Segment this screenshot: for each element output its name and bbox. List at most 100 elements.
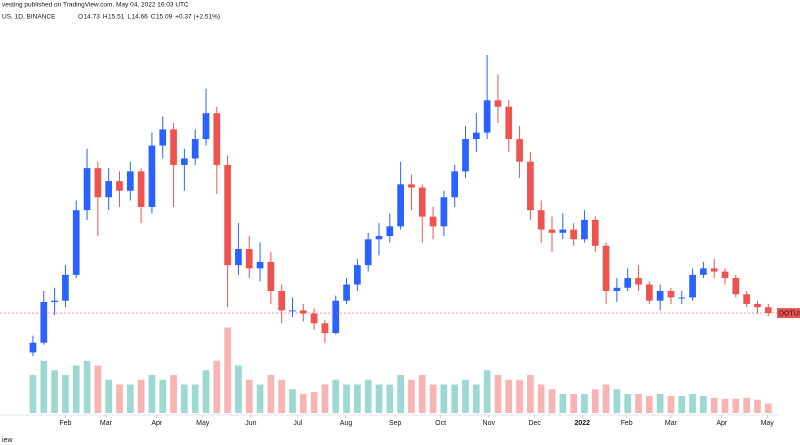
volume-bar xyxy=(418,375,426,413)
candle-body xyxy=(624,278,632,288)
x-tick-label: Feb xyxy=(59,420,71,427)
volume-bar xyxy=(440,384,448,413)
volume-bar xyxy=(126,384,134,413)
x-tick-label: Jul xyxy=(293,420,302,427)
volume-bar xyxy=(213,360,221,413)
volume-bar xyxy=(667,395,675,413)
volume-bar xyxy=(678,395,686,413)
candle-body xyxy=(689,274,696,298)
candle-body xyxy=(94,168,102,198)
volume-bar xyxy=(429,384,437,413)
candle-body xyxy=(483,100,491,133)
candle-body xyxy=(451,171,459,198)
x-tick-label: Jun xyxy=(245,420,256,427)
candle-body xyxy=(354,265,361,285)
candle-body xyxy=(656,290,664,301)
candle-body xyxy=(678,297,686,299)
volume-bar xyxy=(332,379,340,413)
x-tick-label: Mar xyxy=(100,420,113,427)
volume-bar xyxy=(245,379,253,413)
x-tick-label: May xyxy=(761,420,775,427)
volume-bar xyxy=(137,379,145,413)
candle-body xyxy=(548,229,556,233)
volume-bar xyxy=(559,394,567,413)
volume-bar xyxy=(516,379,523,413)
volume-bar xyxy=(645,395,653,413)
volume-label: iew xyxy=(2,437,13,444)
candle-body xyxy=(245,248,253,269)
volume-bar xyxy=(170,375,177,413)
candle-body xyxy=(126,171,134,191)
candle-body xyxy=(494,100,502,107)
candle-body xyxy=(72,210,80,275)
volume-bar xyxy=(397,375,404,413)
candle-body xyxy=(256,261,264,269)
candle-body xyxy=(754,303,761,308)
candle-body xyxy=(137,171,145,207)
candle-body xyxy=(170,129,177,165)
candle-body xyxy=(159,129,167,146)
volume-bar xyxy=(148,375,156,413)
candle-body xyxy=(710,268,718,272)
volume-bar xyxy=(537,384,545,413)
candle-body xyxy=(645,284,653,301)
legend-value: 14.66 xyxy=(131,14,148,21)
candle-body xyxy=(602,245,610,291)
volume-bar xyxy=(191,384,199,413)
volume-bar xyxy=(581,394,588,413)
volume-bar xyxy=(94,365,102,413)
volume-bar xyxy=(321,384,329,413)
legend-key: C xyxy=(151,14,156,21)
legend-value: 15.09 xyxy=(156,14,173,21)
x-tick-label: Nov xyxy=(483,420,496,427)
x-tick-label: Mar xyxy=(665,420,678,427)
volume-bar xyxy=(602,384,610,413)
volume-bar xyxy=(527,375,534,413)
volume-bar xyxy=(343,384,350,413)
volume-bar xyxy=(267,375,275,413)
candle-body xyxy=(148,145,156,207)
volume-bar xyxy=(462,379,469,413)
volume-bar xyxy=(732,398,740,413)
volume-bar xyxy=(375,384,383,413)
candle-body xyxy=(278,290,286,311)
volume-bar xyxy=(116,384,123,413)
volume-bar xyxy=(548,389,556,413)
candle-body xyxy=(721,271,729,279)
volume-bar xyxy=(289,389,296,413)
candle-body xyxy=(116,181,123,191)
candle-body xyxy=(700,268,707,275)
candle-body xyxy=(289,310,296,312)
volume-bar xyxy=(299,394,307,413)
candle-body xyxy=(321,323,329,334)
volume-bar xyxy=(700,395,707,413)
volume-bar xyxy=(105,379,113,413)
volume-bar xyxy=(40,360,48,413)
candle-body xyxy=(613,287,621,291)
legend-value: 15.51 xyxy=(108,14,125,21)
volume-bar xyxy=(202,370,210,413)
volume-bar xyxy=(635,394,642,413)
volume-bar xyxy=(181,384,188,413)
volume-bar xyxy=(505,379,513,413)
candle-body xyxy=(527,161,534,211)
candle-body xyxy=(83,168,91,211)
volume-bar xyxy=(62,375,69,413)
price-badge xyxy=(777,308,800,319)
candle-body xyxy=(462,139,469,172)
candle-body xyxy=(635,278,642,285)
attribution: vesting published on TradingView.com, Ma… xyxy=(2,2,189,9)
volume-bar xyxy=(256,384,264,413)
candle-body xyxy=(570,229,577,240)
volume-bar xyxy=(721,398,729,413)
candle-body xyxy=(516,139,523,162)
volume-bar xyxy=(570,394,577,413)
candle-body xyxy=(299,310,307,314)
volume-bar xyxy=(472,384,480,413)
volume-bar xyxy=(83,360,91,413)
candle-body xyxy=(202,113,210,140)
x-tick-label: Oct xyxy=(435,420,446,427)
legend-change: +0.37 (+2.51%) xyxy=(175,14,220,21)
volume-bar xyxy=(364,379,372,413)
